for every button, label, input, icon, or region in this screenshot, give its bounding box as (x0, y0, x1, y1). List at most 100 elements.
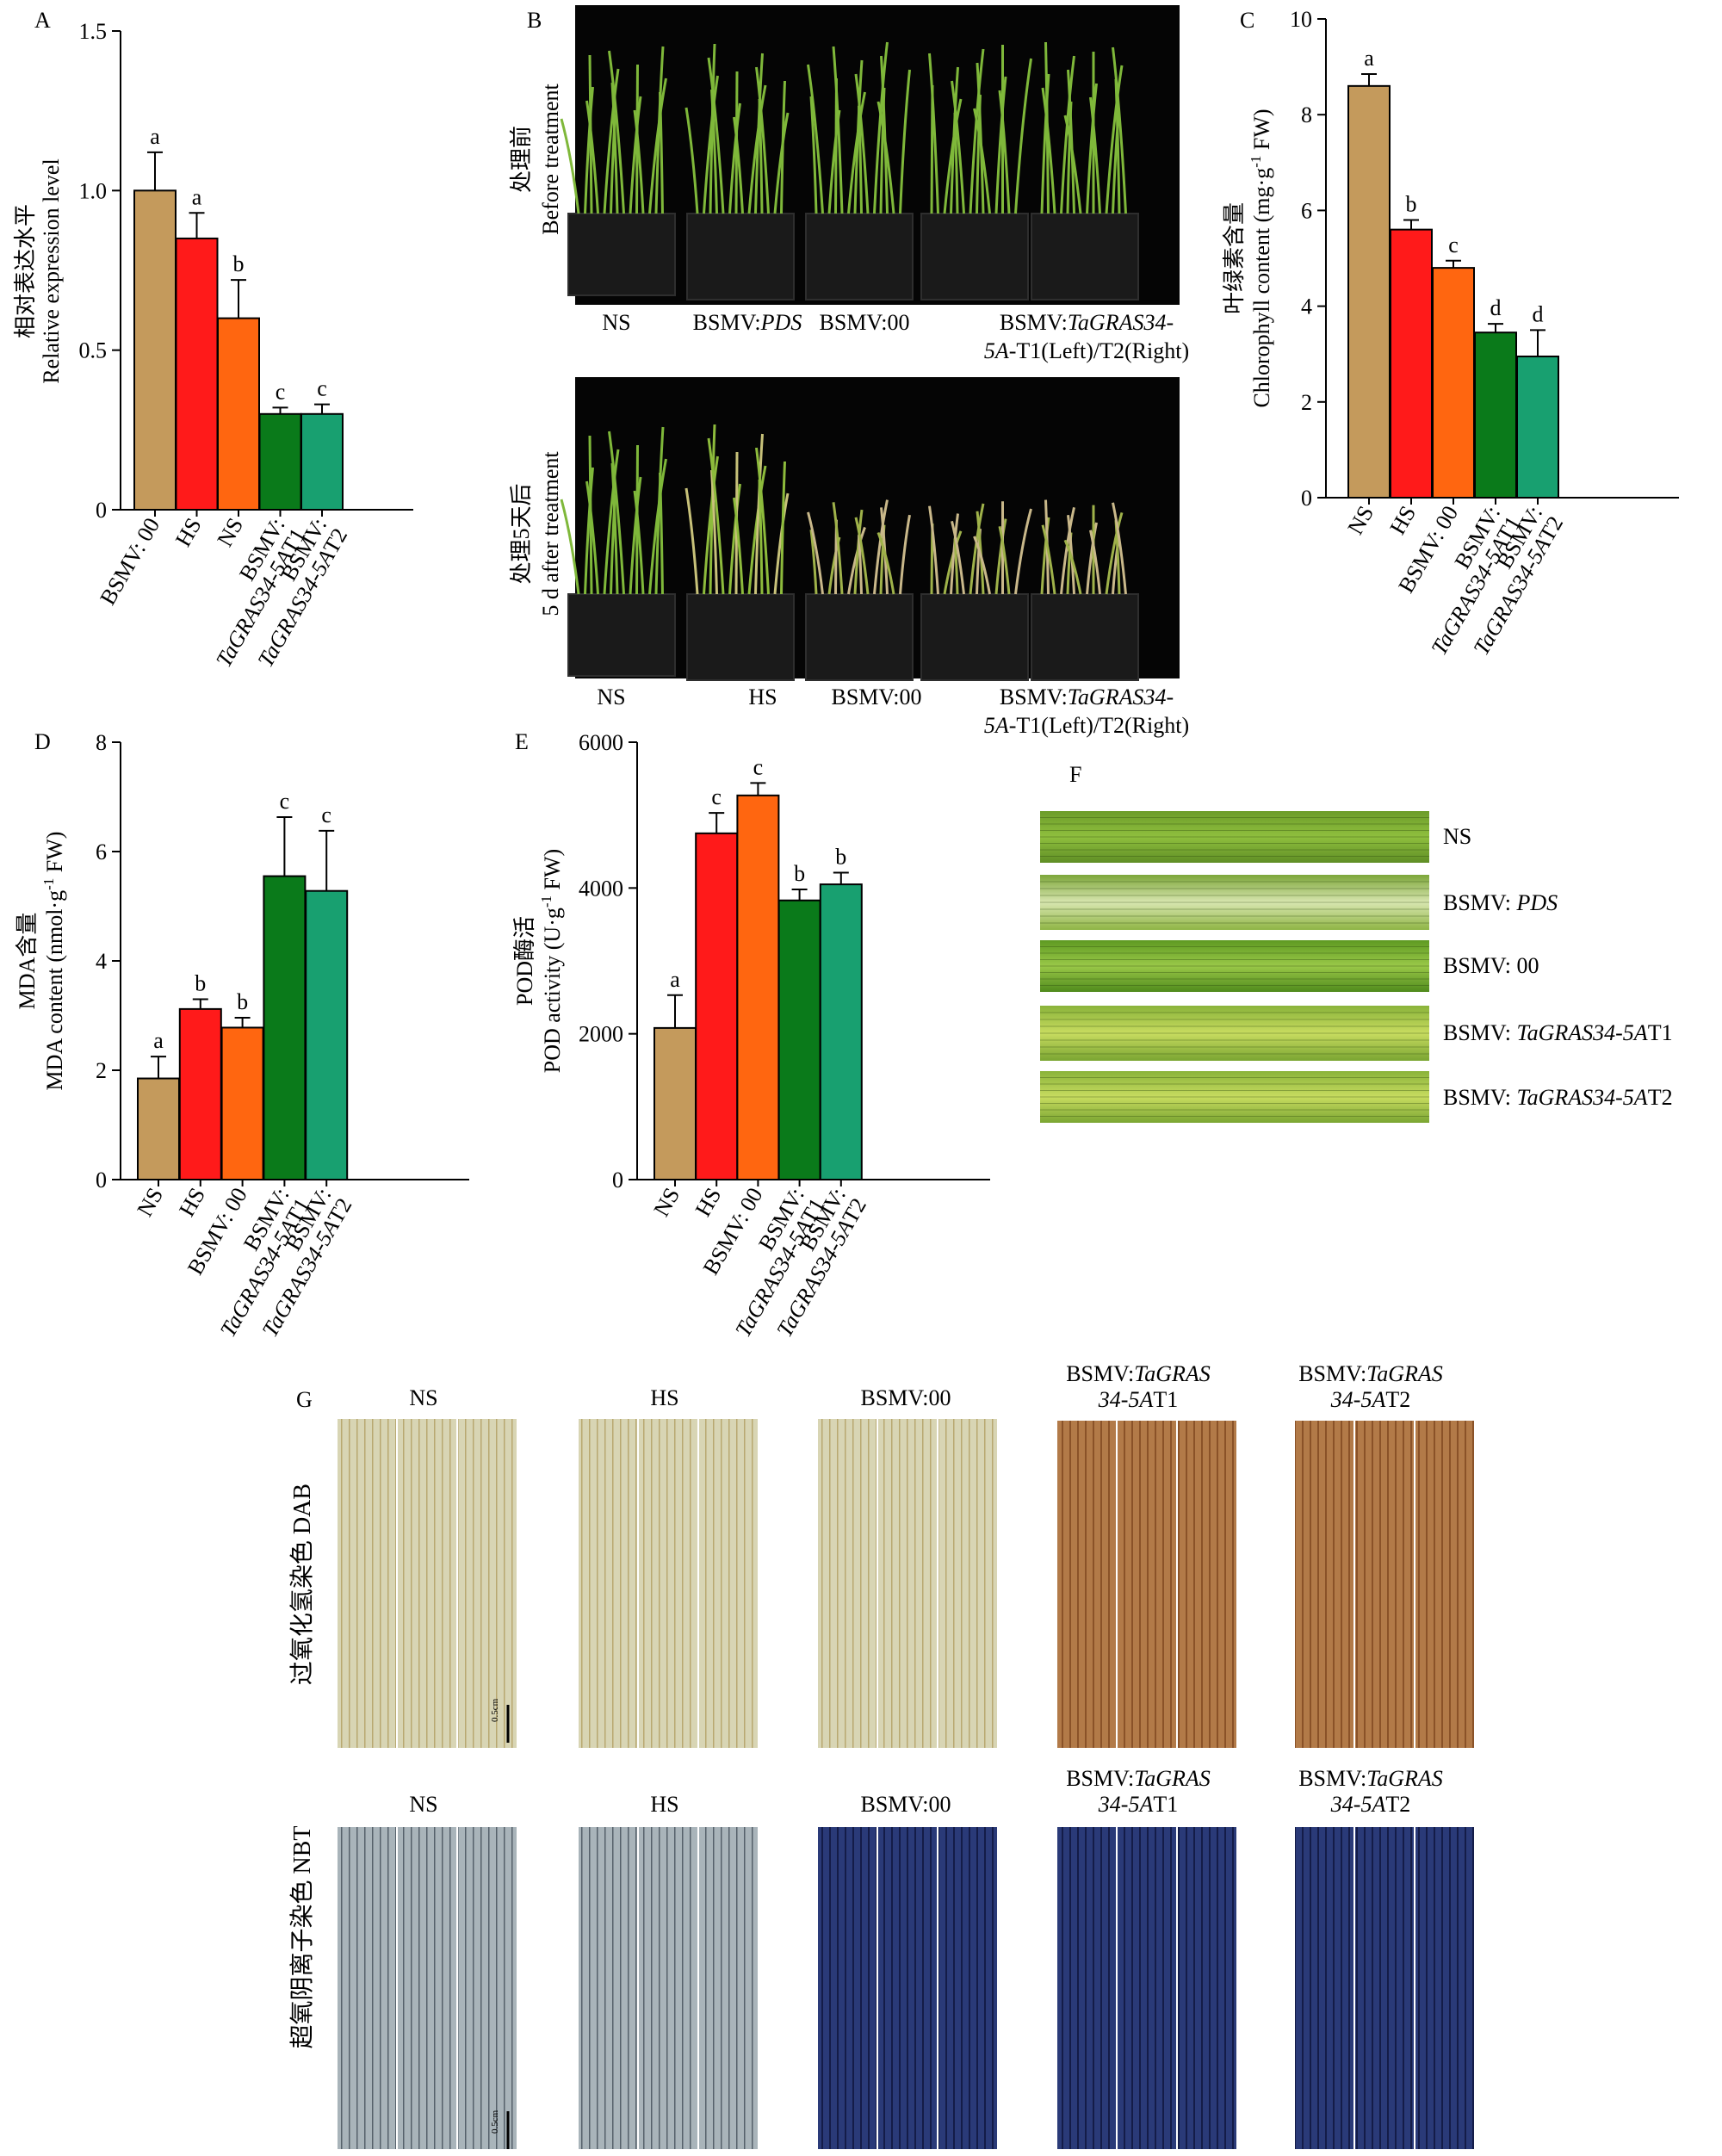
bar (1432, 267, 1475, 499)
g-nbt-ns: NS (409, 1792, 437, 1817)
panel-g-staining: G 过氧化氢染色 DAB 超氧阴离子染色 NBT NS HS BSMV:00 B… (288, 1361, 1474, 2149)
label-bsmv-tagras-2: BSMV:TaGRAS34- (1000, 685, 1174, 709)
plant-leaf (684, 487, 699, 595)
y-axis-label-cn: POD酶活 (512, 916, 537, 1006)
plant-leaf (928, 53, 939, 214)
y-tick-label: 2 (96, 1058, 107, 1083)
y-axis-label-cn: MDA含量 (15, 913, 40, 1010)
nbt-leaf (1295, 1827, 1353, 2149)
plant-leaf (928, 505, 939, 595)
panel-f-leaves: F NS BSMV: PDS BSMV: 00 BSMV: TaGRAS34-5… (1040, 762, 1673, 1123)
g-nbt-t2-line2: 34-5AT2 (1330, 1792, 1410, 1817)
nbt-leaf (1178, 1827, 1236, 2149)
g-nbt-bsmv00: BSMV:00 (861, 1792, 951, 1817)
leaf-ns (1040, 811, 1429, 863)
bar (263, 875, 307, 1180)
plant-leaf (633, 490, 645, 595)
g-nbt-t1-line2: 34-5AT1 (1098, 1792, 1178, 1817)
y-tick-label: 0 (96, 1168, 107, 1193)
plant-leaf (1089, 530, 1101, 595)
plant-leaf (880, 55, 889, 214)
leaf-bsmv00 (1040, 940, 1429, 992)
y-tick-label: 0.5 (79, 338, 108, 363)
label-t1-t2-2: 5A-T1(Left)/T2(Right) (984, 713, 1189, 738)
before-label-cn: 处理前 (509, 126, 534, 193)
plant-leaf (973, 108, 991, 214)
nbt-leaf (458, 1827, 517, 2149)
leaf-t1 (1040, 1006, 1429, 1061)
plant-leaf (807, 511, 824, 595)
significance-letter: c (280, 789, 290, 814)
plant-leaf (1086, 83, 1098, 214)
f-label-t1: BSMV: TaGRAS34-5AT1 (1443, 1020, 1673, 1045)
label-bsmv-tagras: BSMV:TaGRAS34- (1000, 310, 1174, 335)
plant-leaf (733, 497, 744, 595)
g-nbt-hs: HS (650, 1792, 678, 1817)
pot (686, 213, 795, 300)
significance-letter: a (153, 1028, 164, 1053)
bar (819, 883, 863, 1180)
plant-leaf (659, 472, 664, 595)
significance-letter: c (711, 784, 722, 809)
panel-letter-d: D (34, 729, 51, 754)
plant-leaf (773, 112, 790, 214)
panel-b-photos: B 处理前 Before treatment NS BSMV:PDS BSMV:… (509, 5, 1189, 738)
plant-leaf (876, 101, 895, 214)
nbt-leaf (1118, 1827, 1176, 2149)
plant-leaf (873, 499, 889, 595)
plant-leaf (754, 53, 764, 214)
f-label-ns: NS (1443, 824, 1471, 849)
g-dab-t1-line1: BSMV:TaGRAS (1066, 1361, 1211, 1386)
y-tick-label: 6000 (579, 730, 623, 755)
plant-leaf (755, 447, 770, 595)
plant-leaf (976, 511, 985, 595)
plant-leaf (809, 96, 818, 214)
plant-leaf (876, 531, 895, 595)
nbt-leaf (1415, 1827, 1474, 2149)
dab-leaf (1057, 1421, 1116, 1748)
before-label-en: Before treatment (538, 84, 563, 235)
label-ns-2: NS (597, 685, 625, 709)
bar (1347, 84, 1391, 499)
plant-leaf (610, 462, 619, 595)
plant-leaf (648, 458, 667, 595)
label-bsmv-00-2: BSMV:00 (832, 685, 922, 709)
plant-leaf (603, 68, 620, 214)
plant-leaf (953, 538, 959, 595)
nbt-leaf (639, 1827, 697, 2149)
y-axis-label-en: POD activity (U·g-1 FW) (538, 849, 565, 1073)
pot (920, 593, 1029, 681)
dab-leaf (938, 1419, 997, 1748)
significance-letter: c (317, 376, 327, 401)
g-dab-t2-line1: BSMV:TaGRAS (1298, 1361, 1443, 1386)
plant-leaf (1112, 46, 1127, 214)
f-label-pds: BSMV: PDS (1443, 890, 1558, 915)
x-tick-label: HS (691, 1184, 727, 1221)
plant-leaf (943, 530, 963, 595)
plant-leaf (1067, 69, 1075, 214)
significance-letter: d (1490, 295, 1502, 320)
plant-leaf (1063, 539, 1082, 595)
plant-leaf (780, 80, 786, 214)
plant-leaf (880, 507, 889, 595)
y-axis-label-en: Relative expression level (39, 158, 64, 383)
plant-leaf (585, 480, 599, 595)
plants-before (560, 41, 1139, 300)
plant-leaf (707, 437, 725, 595)
dab-label: 过氧化氢染色 DAB (288, 1484, 316, 1685)
panel-letter-f: F (1069, 762, 1081, 787)
nbt-leaf (579, 1827, 637, 2149)
plant-leaf (973, 536, 991, 595)
g-nbt-t1-line1: BSMV:TaGRAS (1066, 1766, 1211, 1791)
plant-leaf (1014, 508, 1032, 595)
y-tick-label: 8 (1301, 102, 1312, 127)
bar (178, 1007, 222, 1180)
bar (1516, 355, 1559, 499)
after-label-en: 5 d after treatment (538, 451, 563, 616)
dab-leaf (1355, 1421, 1414, 1748)
plants-after (560, 424, 1139, 681)
dab-leaf (338, 1419, 396, 1748)
